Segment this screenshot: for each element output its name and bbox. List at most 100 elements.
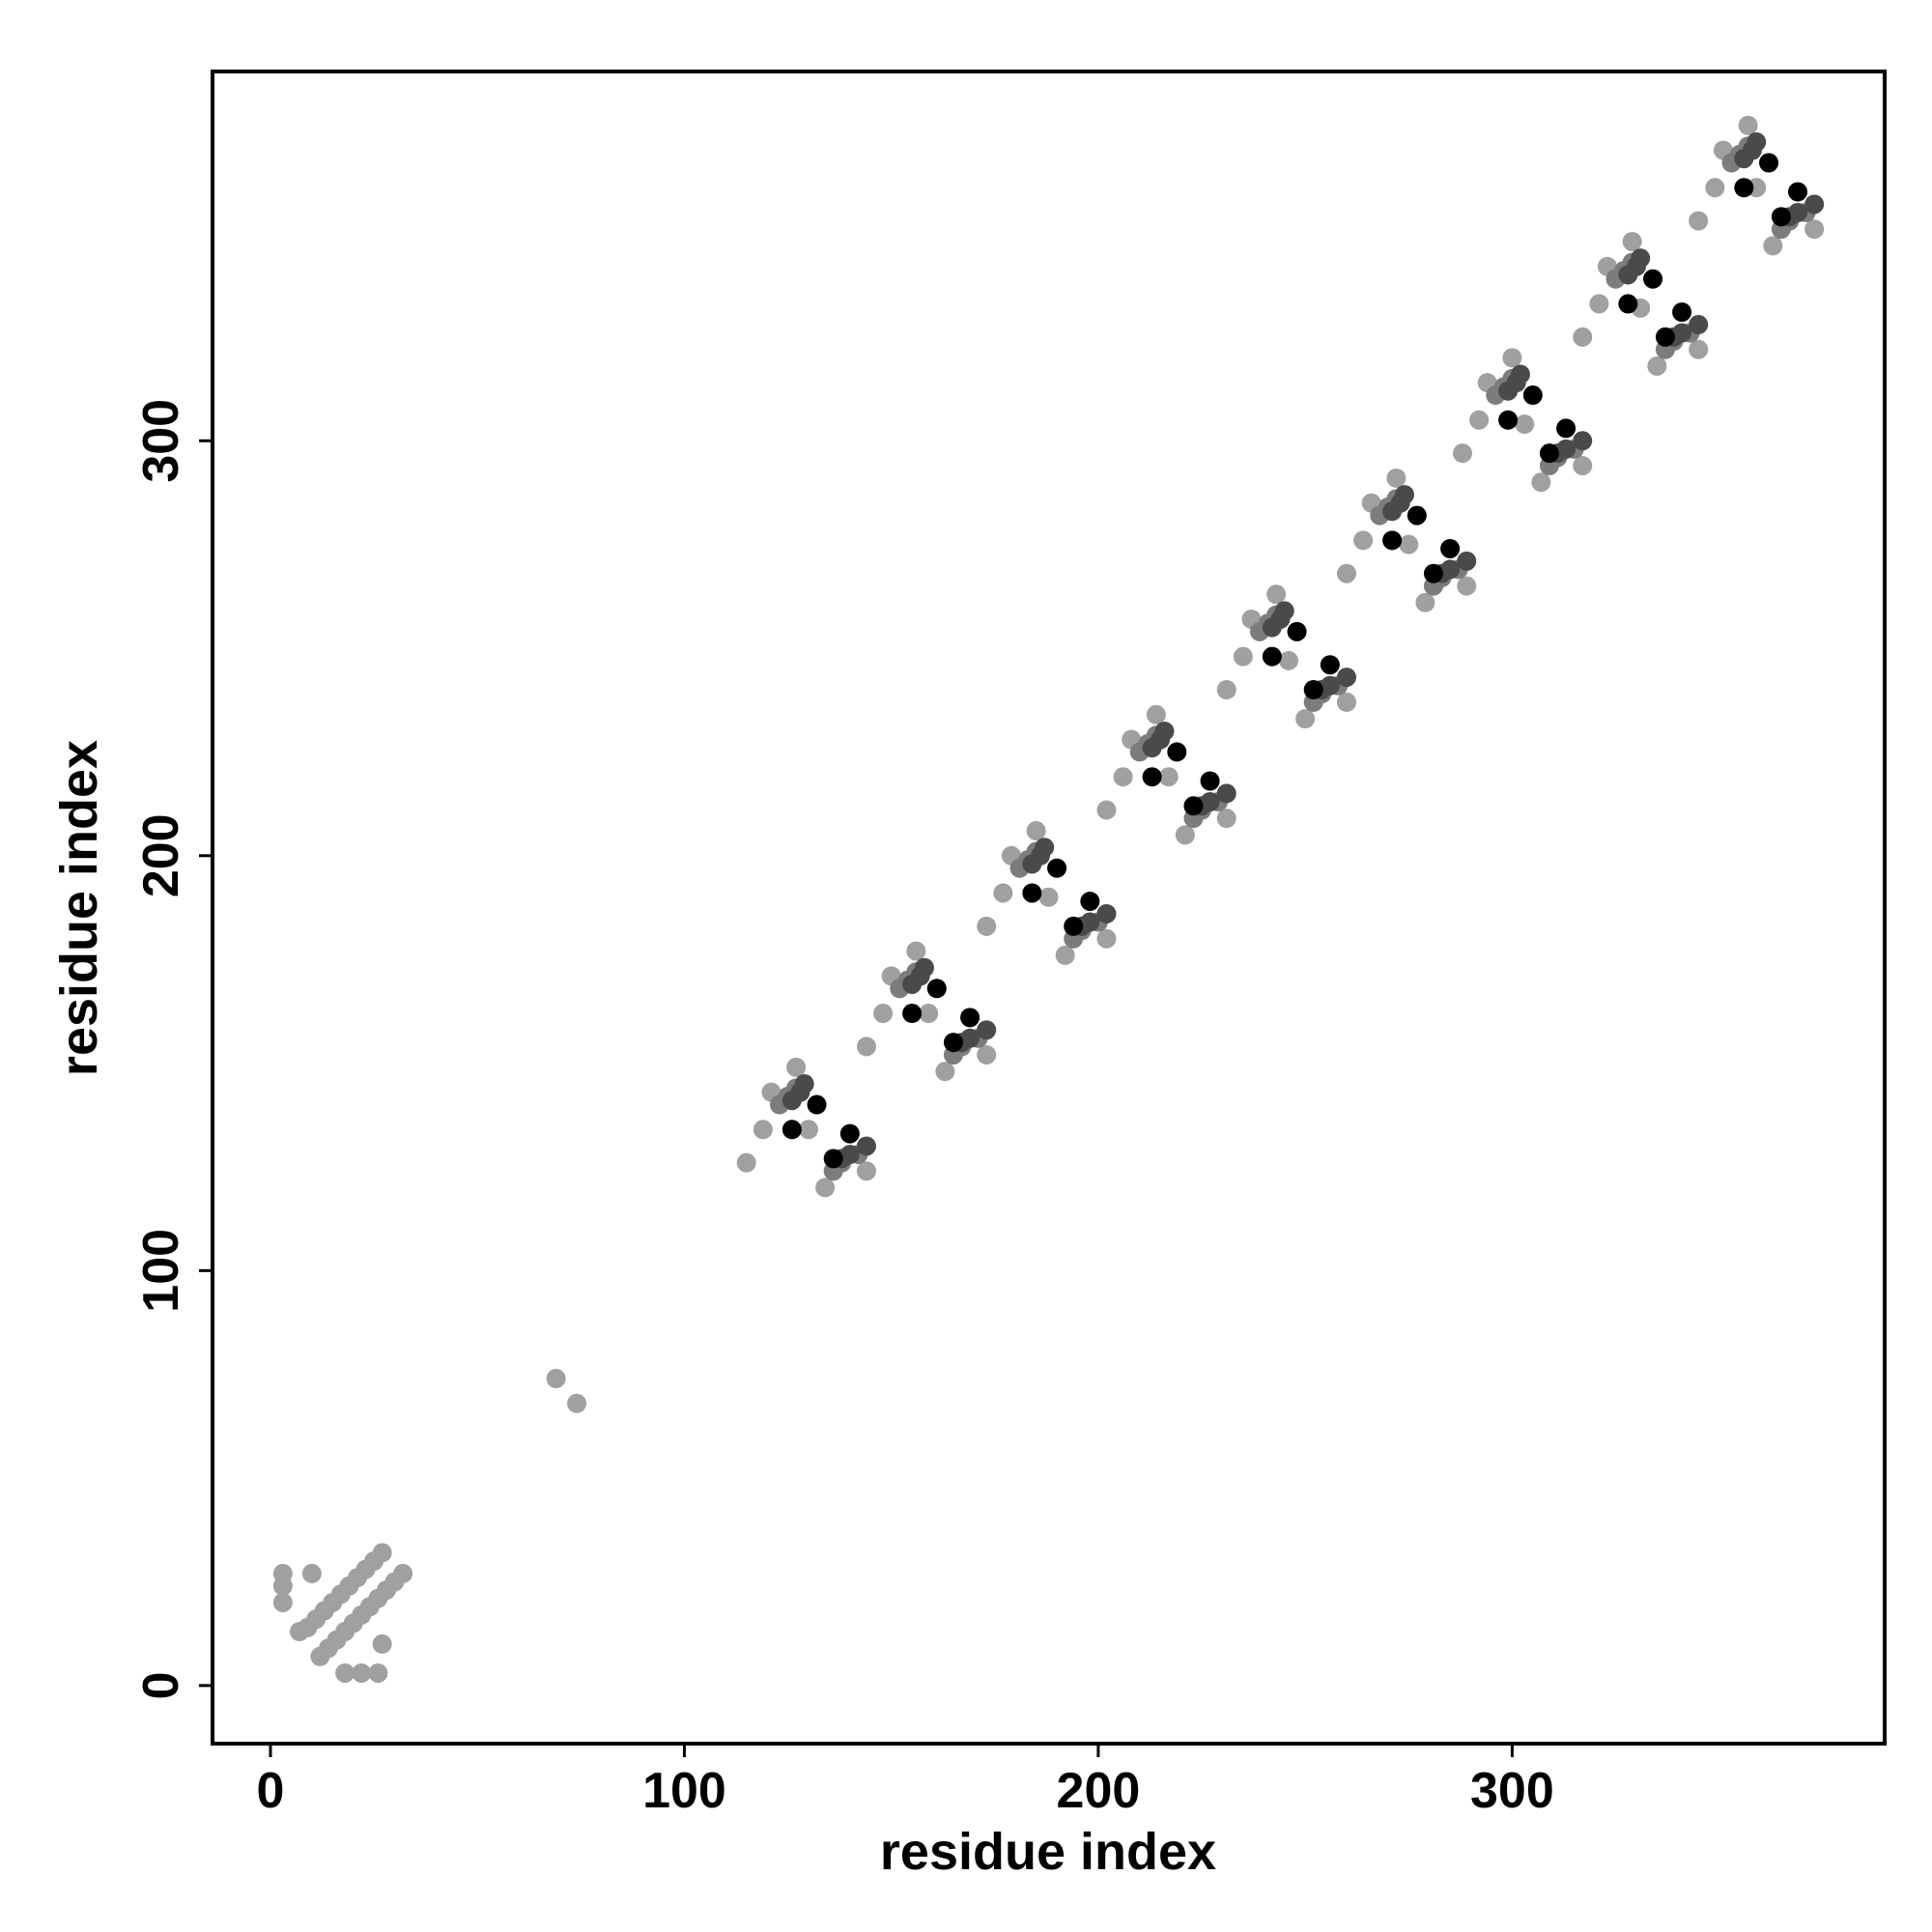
point [1539, 443, 1559, 464]
point [1320, 675, 1340, 696]
point [856, 1136, 876, 1156]
point [301, 1563, 322, 1583]
point [1689, 315, 1709, 335]
point [960, 1008, 980, 1028]
point [1200, 791, 1220, 811]
point [1303, 679, 1323, 699]
point [1631, 248, 1651, 269]
point [977, 1020, 997, 1040]
point [1643, 269, 1663, 289]
point [1622, 232, 1642, 252]
point [807, 1094, 827, 1115]
point [1096, 903, 1117, 923]
point [1287, 621, 1307, 641]
point [1266, 584, 1287, 605]
point [1415, 592, 1435, 612]
point [839, 1145, 860, 1165]
point [1146, 704, 1166, 724]
point [1457, 576, 1477, 596]
point [753, 1120, 773, 1140]
point [914, 957, 934, 978]
point [794, 1074, 814, 1094]
point [1175, 825, 1195, 845]
y-tick-label: 200 [133, 813, 189, 897]
point [1406, 505, 1427, 526]
point [1589, 294, 1609, 314]
y-axis-label: residue index [50, 740, 108, 1076]
point [1399, 534, 1419, 554]
point [1216, 783, 1236, 804]
point [335, 1662, 355, 1683]
point [839, 1123, 860, 1144]
point [1216, 679, 1236, 699]
point [1158, 767, 1179, 787]
point [372, 1634, 392, 1654]
point [368, 1662, 388, 1683]
point [1689, 211, 1709, 231]
point [1672, 302, 1692, 323]
point [1096, 800, 1117, 820]
point [1274, 601, 1294, 621]
x-tick-label: 300 [1470, 1763, 1554, 1819]
point [1647, 355, 1667, 376]
point [873, 1004, 894, 1024]
point [1080, 912, 1100, 932]
point [1022, 883, 1042, 903]
point [935, 1062, 955, 1082]
point [1055, 945, 1075, 965]
point [1035, 838, 1055, 858]
point [1320, 655, 1340, 675]
x-tick-label: 200 [1057, 1763, 1141, 1819]
point [1154, 721, 1175, 741]
point [977, 916, 997, 936]
point [1556, 439, 1577, 459]
plot-frame [211, 70, 1887, 1746]
point [926, 979, 947, 999]
point [1618, 294, 1638, 314]
point [993, 883, 1013, 903]
point [1336, 563, 1356, 583]
point [393, 1563, 413, 1583]
point [1788, 203, 1808, 223]
point [1167, 742, 1187, 762]
point [567, 1393, 587, 1413]
point [798, 1120, 818, 1140]
point [1734, 178, 1754, 198]
point [781, 1120, 802, 1140]
point [1502, 348, 1522, 368]
point [856, 1037, 876, 1057]
x-tick-label: 100 [642, 1763, 726, 1819]
point [1515, 414, 1535, 435]
point [1747, 132, 1767, 153]
point [1336, 692, 1356, 712]
point [856, 1161, 876, 1181]
point [1142, 767, 1162, 787]
point [786, 1057, 807, 1077]
point [1655, 327, 1675, 347]
point [1498, 410, 1519, 430]
point [1759, 153, 1779, 173]
point [1336, 668, 1356, 688]
point [1394, 485, 1414, 505]
point [1440, 538, 1461, 558]
point [1038, 887, 1059, 907]
point [1771, 207, 1791, 227]
point [1457, 551, 1477, 571]
point [919, 1004, 939, 1024]
x-tick-label: 0 [257, 1763, 285, 1819]
y-tick-label: 300 [133, 399, 189, 483]
point [943, 1033, 963, 1053]
point [1672, 323, 1692, 343]
point [1689, 339, 1709, 359]
point [1440, 559, 1461, 580]
point [1386, 468, 1406, 488]
point [1096, 928, 1117, 949]
point [1279, 650, 1299, 670]
point [372, 1543, 392, 1563]
point [1064, 916, 1084, 936]
point [1469, 410, 1490, 430]
point [272, 1592, 293, 1612]
point [1522, 385, 1543, 406]
point [736, 1152, 756, 1173]
